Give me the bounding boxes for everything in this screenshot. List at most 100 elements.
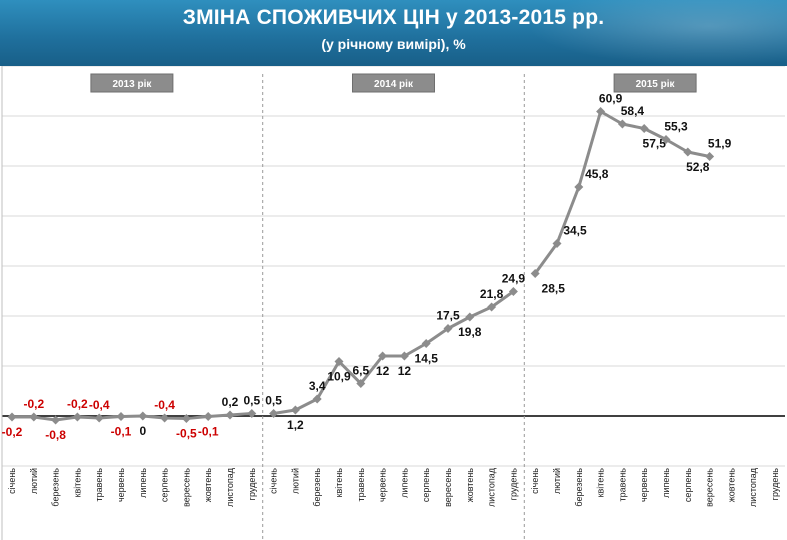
header-decoration [527,0,787,66]
chart-title: ЗМІНА СПОЖИВЧИХ ЦІН у 2013-2015 рр. [182,6,605,29]
data-label: -0,5 [176,427,197,441]
data-label: 0,2 [222,395,239,409]
data-label: -0,2 [23,397,44,411]
data-point [399,351,409,361]
chart-subtitle: (у річному вимірі), % [321,36,466,52]
month-tick-label: вересень [705,468,715,507]
data-label: 12 [376,364,390,378]
data-label: -0,2 [67,397,88,411]
month-tick-label: березень [51,468,61,507]
month-tick-label: серпень [421,468,431,502]
data-point [356,379,366,388]
data-point [552,239,562,248]
month-tick-label: серпень [160,468,170,502]
year-box [613,73,697,93]
data-point [574,182,584,192]
month-tick-label: липень [138,468,148,498]
data-point [421,339,431,348]
month-tick-label: березень [574,468,584,507]
data-label: -0,8 [45,428,66,442]
data-point [181,414,191,423]
data-label: 34,5 [563,224,587,238]
data-point [705,152,715,161]
data-point [487,302,497,312]
chart-header: ЗМІНА СПОЖИВЧИХ ЦІН у 2013-2015 рр. (у р… [0,0,787,66]
data-label: 60,9 [599,92,623,106]
month-tick-label: грудень [770,468,780,501]
month-tick-label: листопад [487,467,497,507]
data-point [508,287,518,296]
data-label: 58,4 [621,104,645,118]
month-tick-label: грудень [247,468,257,501]
data-label: -0,4 [89,398,110,412]
data-point [530,269,540,278]
data-point [72,412,82,422]
month-tick-label: березень [312,468,322,507]
month-tick-label: червень [639,468,649,502]
data-point [465,312,475,322]
data-point [116,412,126,421]
line-chart: 2013 рік 2014 рік 2015 рік січень лютий берез… [1,66,785,540]
month-tick-label: травень [617,468,627,502]
series-line-2014 [273,290,515,415]
month-tick-label: грудень [508,468,518,501]
series-line-2013 [12,412,252,422]
month-tick-label: серпень [683,468,693,502]
data-point [203,412,213,421]
month-tick-label: жовтень [726,468,736,503]
month-tick-label: квітень [596,468,606,498]
month-tick-label: лютий [290,468,300,494]
year-box [352,73,435,93]
year-label: 2015 рік [636,79,676,90]
data-label: 6,5 [352,364,369,378]
month-tick-label: жовтень [465,468,475,503]
data-label: 0,5 [265,394,282,408]
data-label: 55,3 [664,120,688,134]
month-tick-label: квітень [334,468,344,498]
data-label: 51,9 [708,137,732,151]
data-point [596,107,606,116]
data-point [7,412,17,422]
data-label: 10,9 [327,370,351,384]
data-point [247,409,257,418]
data-label: 1,2 [287,418,304,432]
data-point [51,415,61,425]
data-label: 14,5 [415,352,439,366]
data-point [312,394,322,404]
data-label: 19,8 [458,325,482,339]
data-point [661,135,671,144]
data-point [683,147,693,157]
series-line-2015 [533,110,710,275]
year-box [90,73,174,93]
month-tick-label: січень [530,468,540,494]
month-tick-label: травень [94,468,104,502]
data-label: 28,5 [542,282,566,296]
month-tick-label: вересень [443,468,453,507]
month-tick-label: червень [378,468,388,502]
month-tick-label: листопад [225,467,235,507]
data-point [378,351,388,361]
month-tick-label: січень [7,468,17,494]
data-point [334,357,344,366]
data-point [29,412,39,422]
data-label: 0 [139,424,146,438]
year-label: 2013 рік [112,79,152,90]
month-tick-label: червень [116,468,126,502]
data-label: -0,4 [154,398,175,412]
data-label: -0,1 [198,425,219,439]
month-tick-label: лютий [552,468,562,494]
month-tick-label: вересень [181,468,191,507]
data-point [443,324,453,333]
data-label: 24,9 [502,272,526,286]
data-point [269,409,279,418]
year-label: 2014 рік [374,79,414,90]
month-tick-label: квітень [72,468,82,498]
data-label: 17,5 [436,309,460,323]
month-tick-label: лютий [29,468,39,494]
data-point [290,405,300,415]
data-point [639,124,649,133]
data-point [617,119,627,129]
month-tick-label: травень [356,468,366,502]
data-label: 57,5 [643,137,667,151]
month-tick-label: жовтень [203,468,213,503]
